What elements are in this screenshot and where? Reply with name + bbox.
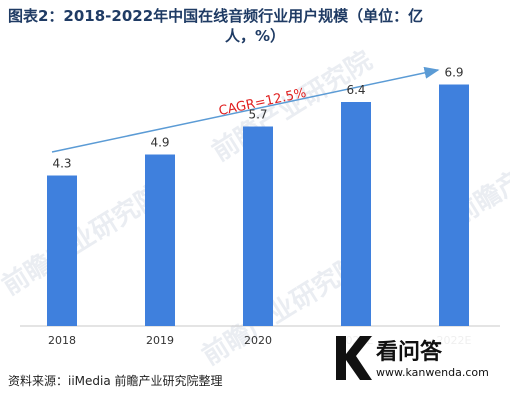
bar-2019 [145,154,175,326]
value-label-2018: 4.3 [52,157,71,171]
value-label-2020: 5.7 [248,108,267,122]
bar-2018 [47,175,77,326]
value-label-2019: 4.9 [150,136,169,150]
bar-2022E [439,84,469,326]
title-line-2: 人，%） [224,27,286,45]
x-tick-label-2020: 2020 [244,334,272,347]
value-label-2022E: 6.9 [444,66,463,80]
watermark-stamp: 看问答 www.kanwenda.com [330,328,508,394]
k-logo-icon [336,336,372,380]
title-line-1: 图表2：2018-2022年中国在线音频行业用户规模（单位：亿 [8,7,424,25]
x-tick-label-2018: 2018 [48,334,76,347]
stamp-url: www.kanwenda.com [376,366,489,379]
x-tick-label-2019: 2019 [146,334,174,347]
cagr-arrow [51,66,440,153]
stamp-name: 看问答 [376,340,443,365]
chart-title: 图表2：2018-2022年中国在线音频行业用户规模（单位：亿 人，%） [8,6,502,46]
source-note: 资料来源：iiMedia 前瞻产业研究院整理 [8,374,223,388]
bar-2020 [243,126,273,326]
value-label-2021E: 6.4 [346,83,365,97]
bar-2021E [341,102,371,326]
